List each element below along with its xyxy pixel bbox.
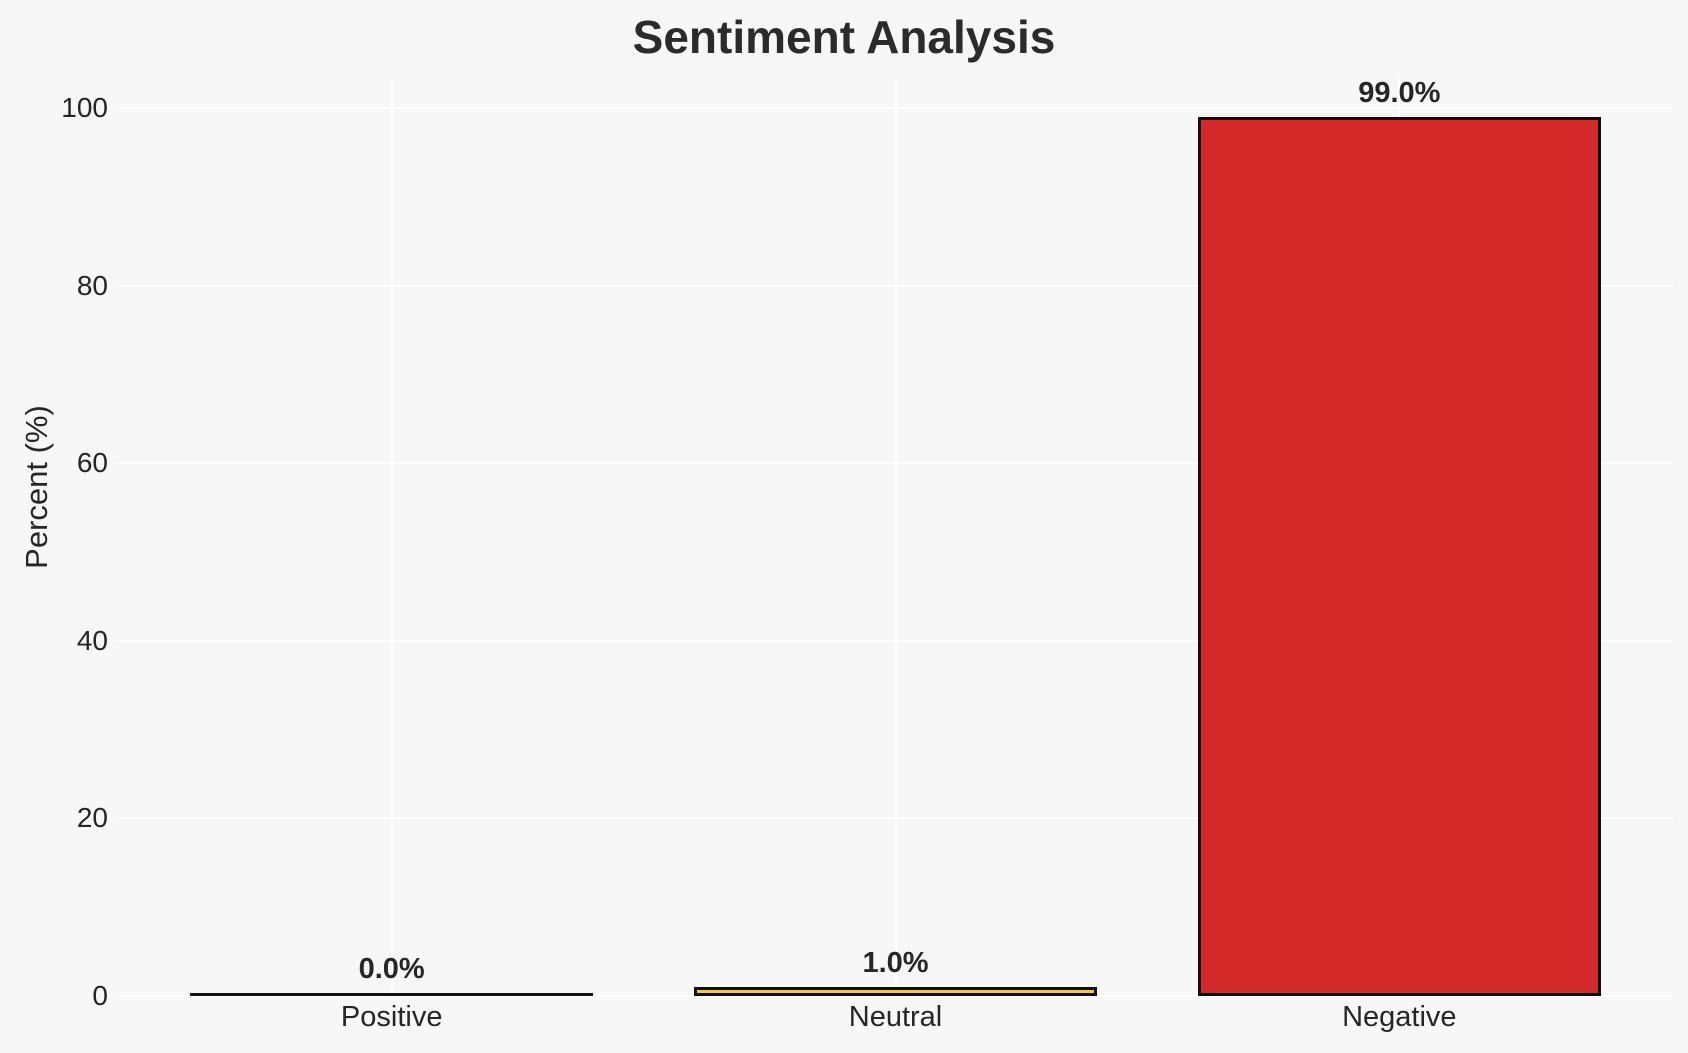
bar-positive	[190, 993, 594, 996]
plot-area: 0.0% 1.0% 99.0%	[118, 77, 1673, 997]
y-tick-label: 60	[76, 447, 108, 479]
y-axis: 0 20 40 60 80 100	[0, 77, 108, 1010]
x-axis: Positive Neutral Negative	[118, 1001, 1673, 1041]
bar-value-label: 0.0%	[358, 953, 425, 985]
y-tick-label: 80	[76, 269, 108, 301]
x-tick-label: Negative	[1342, 1001, 1457, 1033]
bar-neutral	[694, 987, 1097, 996]
x-tick-label: Positive	[340, 1001, 443, 1033]
bar-value-label: 99.0%	[1358, 77, 1441, 109]
bar-negative	[1197, 117, 1601, 996]
chart-title: Sentiment Analysis	[632, 11, 1056, 63]
x-tick-label: Neutral	[848, 1001, 943, 1033]
bar-value-label: 1.0%	[862, 947, 929, 979]
x-gridline	[390, 77, 393, 996]
y-gridline	[118, 995, 1673, 997]
x-gridline	[894, 77, 897, 996]
y-tick-label: 0	[92, 980, 108, 1011]
y-tick-label: 40	[76, 624, 108, 656]
y-tick-label: 20	[76, 802, 108, 834]
y-tick-label: 100	[61, 92, 108, 124]
